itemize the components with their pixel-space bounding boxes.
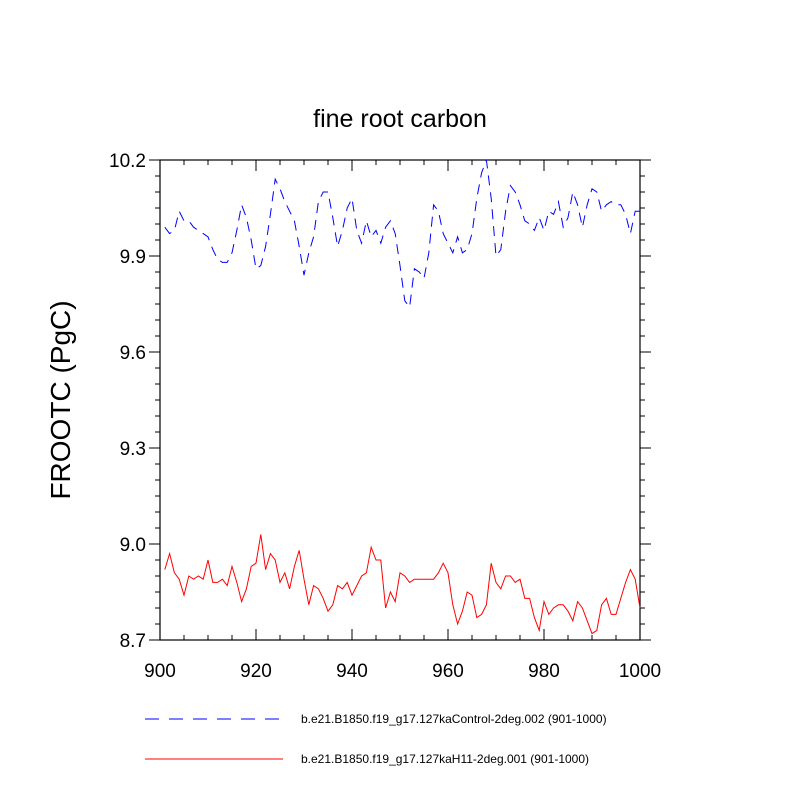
series-line-h11	[164, 534, 641, 635]
y-tick-label: 9.0	[120, 535, 146, 556]
x-tick-label: 920	[240, 661, 272, 682]
y-tick-label: 10.2	[109, 151, 146, 172]
y-tick-label: 9.6	[120, 343, 146, 364]
y-tick-label: 9.9	[120, 247, 146, 268]
legend: b.e21.B1850.f19_g17.127kaControl-2deg.00…	[145, 712, 607, 766]
chart-title: fine root carbon	[313, 105, 487, 133]
x-tick-label: 960	[432, 661, 464, 682]
y-tick-label: 9.3	[120, 439, 146, 460]
series-line-control	[164, 159, 640, 309]
plot-area: 900 920 940 960 980 1000 8.7 9.0 9.3 9.6 9.9 10.2	[109, 151, 661, 682]
legend-label-h11: b.e21.B1850.f19_g17.127kaH11-2deg.001 (9…	[301, 752, 589, 766]
x-tick-label: 900	[144, 661, 176, 682]
legend-label-control: b.e21.B1850.f19_g17.127kaControl-2deg.00…	[301, 712, 607, 726]
y-tick-label: 8.7	[120, 631, 146, 652]
y-axis-label: FROOTC (PgC)	[45, 300, 76, 499]
x-tick-label: 980	[528, 661, 560, 682]
x-tick-label: 1000	[619, 661, 661, 682]
x-tick-label: 940	[336, 661, 368, 682]
